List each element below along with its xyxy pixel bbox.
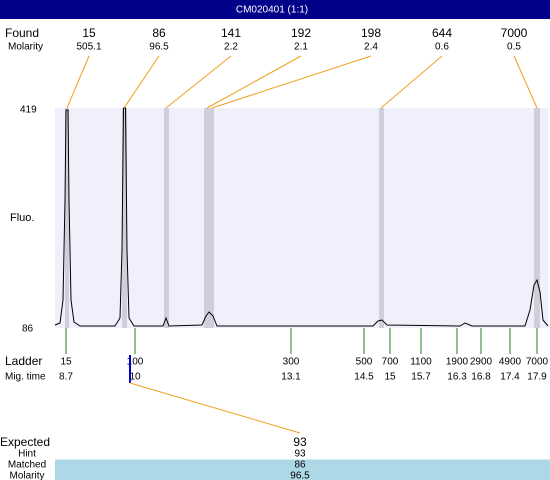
expected-value: 93: [293, 435, 307, 449]
ladder-time: 15.7: [411, 372, 431, 383]
peak-molarity: 0.6: [435, 42, 449, 53]
ladder-size: 100: [127, 357, 144, 368]
peak-link: [66, 55, 90, 109]
ladder-size: 300: [283, 357, 300, 368]
peak-size: 15: [82, 26, 96, 40]
row-label: Molarity: [9, 471, 44, 480]
ladder-size: 15: [60, 357, 72, 368]
ladder-time: 8.7: [59, 372, 73, 383]
found-group: 15 505.1 86 96.5 141 2.2 192 2.1 198 2.4 644 0.6 700…: [66, 26, 538, 109]
ladder-label: Ladder: [5, 354, 42, 368]
trace: [54, 107, 549, 327]
peak-link: [165, 55, 232, 109]
row-value: 96.5: [290, 471, 310, 480]
peak-molarity: 2.2: [224, 42, 238, 53]
peak-size: 7000: [501, 26, 528, 40]
title-bar: [0, 0, 550, 19]
ladder-time: 15: [384, 372, 396, 383]
row-label: Matched: [8, 460, 46, 471]
ladder-size: 1900: [446, 357, 469, 368]
expected-label: Expected: [0, 435, 50, 449]
peak-link: [380, 55, 443, 109]
y-max: 419: [20, 105, 37, 116]
ladder-time: 16.8: [471, 372, 491, 383]
ladder-size: 700: [382, 357, 399, 368]
plot-area: [55, 108, 548, 328]
ladder-size: 2900: [470, 357, 493, 368]
y-label: Fluo.: [10, 212, 34, 224]
expected-rows: Hint 93 Matched 86 Molarity 96.5: [8, 449, 550, 480]
peak-molarity: 505.1: [76, 42, 101, 53]
peak-molarity: 96.5: [149, 42, 169, 53]
peak-molarity: 2.1: [294, 42, 308, 53]
peak-molarity: 2.4: [364, 42, 378, 53]
ladder-size: 500: [356, 357, 373, 368]
row-label: Hint: [18, 449, 36, 460]
peak-molarity: 0.5: [507, 42, 521, 53]
ladder-time: 16.3: [447, 372, 467, 383]
peak-size: 141: [221, 26, 241, 40]
found-label: Found: [5, 26, 39, 40]
title: CM020401 (1:1): [236, 5, 308, 16]
ladder-time: 17.9: [527, 372, 547, 383]
molarity-label: Molarity: [8, 42, 43, 53]
peak-size: 192: [291, 26, 311, 40]
peak-link: [513, 55, 538, 109]
y-min: 86: [22, 324, 34, 335]
ladder-time: 17.4: [500, 372, 520, 383]
peak-link: [211, 55, 372, 109]
row-value: 93: [294, 449, 306, 460]
mig-time-label: Mig. time: [5, 372, 46, 383]
peak-bands: [65, 108, 540, 328]
row-band: [55, 470, 550, 480]
peak-size: 198: [361, 26, 381, 40]
peak-link: [123, 55, 160, 109]
row-band: [55, 459, 550, 471]
ladder-size: 7000: [526, 357, 549, 368]
ladder-time: 10: [129, 372, 141, 383]
ladder-time: 14.5: [354, 372, 374, 383]
peak-link: [206, 55, 302, 109]
ladder-size: 4900: [499, 357, 522, 368]
ladder-group: 15 8.7 100 10 300 13.1 500 14.5 700 15 1100 15.7 190…: [59, 328, 549, 383]
row-value: 86: [294, 460, 306, 471]
peak-size: 86: [152, 26, 166, 40]
ladder-time: 13.1: [281, 372, 301, 383]
ladder-size: 1100: [410, 357, 432, 368]
peak-size: 644: [432, 26, 452, 40]
link-line: [129, 382, 301, 434]
